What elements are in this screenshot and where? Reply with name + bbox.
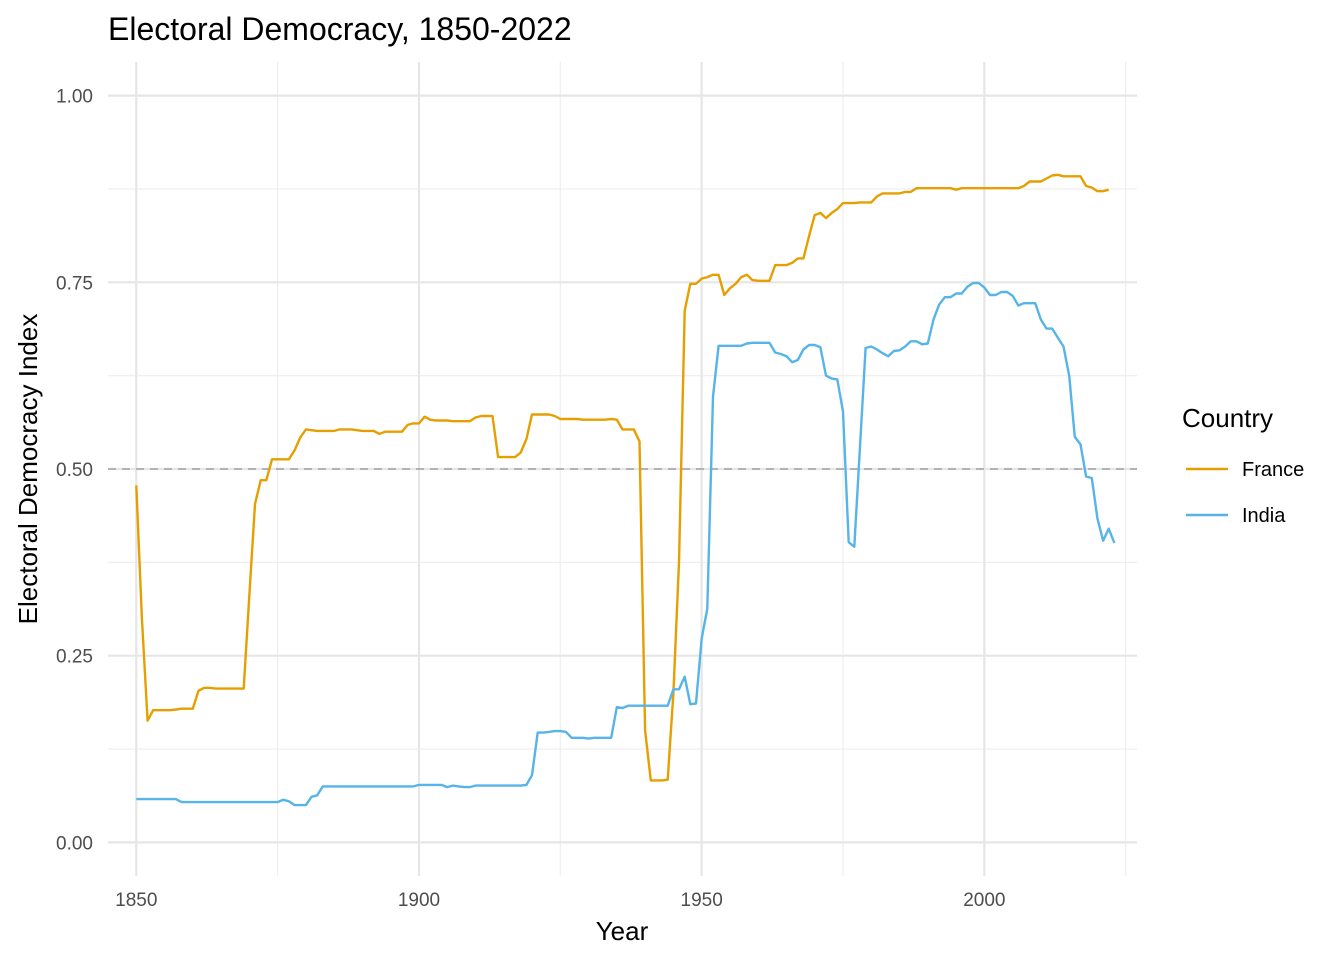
y-tick-label: 0.75 — [56, 273, 93, 294]
y-axis-title: Electoral Democracy Index — [13, 314, 43, 625]
series-line-india — [136, 281, 1116, 807]
x-tick-label: 1900 — [398, 890, 440, 911]
y-tick-label: 0.25 — [56, 647, 93, 668]
grid-layer — [108, 62, 1137, 876]
y-tick-label: 0.00 — [56, 833, 93, 854]
x-axis-title: Year — [596, 916, 649, 946]
legend-label-france: France — [1242, 459, 1304, 481]
legend-label-india: India — [1242, 505, 1286, 527]
legend: Country France India — [1182, 403, 1304, 527]
y-tick-label: 1.00 — [56, 87, 93, 108]
axis-labels-layer: 1850 1900 1950 2000 0.00 0.25 0.50 0.75 1.00 — [56, 87, 1005, 911]
series-layer — [135, 173, 1116, 807]
series-line-france — [135, 173, 1110, 782]
legend-items: France India — [1186, 459, 1304, 527]
x-tick-label: 2000 — [963, 890, 1005, 911]
y-tick-label: 0.50 — [56, 460, 93, 481]
x-tick-label: 1950 — [681, 890, 723, 911]
legend-title: Country — [1182, 403, 1273, 433]
x-tick-label: 1850 — [115, 890, 157, 911]
chart-title: Electoral Democracy, 1850-2022 — [108, 11, 572, 47]
